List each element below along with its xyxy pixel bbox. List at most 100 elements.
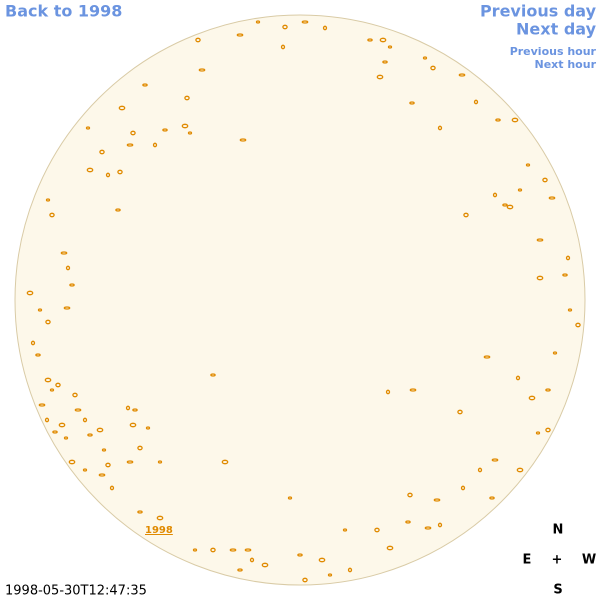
contours [26, 20, 581, 583]
contour [492, 192, 498, 198]
contour [437, 522, 443, 528]
next-day-link[interactable]: Next day [516, 20, 597, 39]
contour [282, 24, 288, 30]
contour [516, 467, 524, 473]
contour [255, 20, 261, 24]
contour [99, 149, 105, 155]
previous-hour-link[interactable]: Previous hour [510, 45, 597, 58]
contour [424, 526, 432, 530]
contour [327, 573, 333, 577]
contour [506, 204, 514, 210]
contour [156, 515, 164, 521]
contour [536, 238, 544, 242]
contour [30, 340, 36, 346]
contour [342, 528, 348, 532]
contour [489, 496, 495, 500]
contour [195, 37, 201, 43]
contour [409, 101, 415, 105]
contour [137, 510, 143, 514]
contour [85, 126, 91, 130]
contour [386, 545, 394, 551]
contour [407, 492, 413, 498]
contour [301, 20, 309, 24]
contour [101, 448, 107, 452]
contour [115, 208, 121, 212]
contour [129, 422, 137, 428]
contour [137, 445, 143, 451]
contour [405, 520, 411, 524]
compass-east: E [523, 553, 532, 568]
contour [536, 275, 544, 281]
contour [118, 105, 126, 111]
contour [491, 458, 499, 462]
contour [382, 60, 388, 64]
contour [422, 56, 428, 60]
contour [125, 405, 131, 411]
contour [460, 485, 466, 491]
contour [105, 462, 111, 468]
contour [181, 123, 189, 129]
contour [187, 131, 193, 135]
contour [45, 198, 51, 202]
previous-day-link[interactable]: Previous day [480, 2, 597, 21]
contour [535, 431, 541, 435]
back-link[interactable]: Back to 1998 [5, 2, 122, 21]
contour [542, 177, 548, 183]
contour [297, 553, 303, 557]
contour [515, 375, 521, 381]
year-link[interactable]: 1998 [145, 525, 173, 536]
contour [69, 283, 75, 287]
contour [249, 557, 255, 563]
contour [65, 265, 71, 271]
contour [244, 548, 252, 552]
contour [261, 562, 269, 568]
contour [548, 196, 556, 200]
contour [210, 547, 216, 553]
contour [567, 308, 573, 312]
contour [37, 308, 43, 312]
contour [221, 459, 229, 465]
contour [63, 306, 71, 310]
contour [374, 527, 380, 533]
contour [385, 389, 391, 395]
contour [495, 118, 501, 122]
contour [38, 403, 46, 407]
contour [322, 25, 328, 31]
contour [142, 83, 148, 87]
compass-south: S [553, 583, 562, 598]
timestamp: 1998-05-30T12:47:35 [5, 584, 147, 599]
contour [130, 130, 136, 136]
contour [302, 577, 308, 583]
contour [318, 557, 326, 563]
contour [44, 417, 50, 423]
contour [502, 203, 508, 207]
contour [229, 548, 237, 552]
contour [96, 427, 104, 433]
next-hour-link[interactable]: Next hour [535, 58, 597, 71]
contour [82, 468, 88, 472]
contour [525, 163, 531, 167]
contour [58, 422, 66, 428]
contour [517, 188, 523, 192]
contour [126, 143, 134, 147]
compass-north: N [553, 523, 564, 538]
contour [457, 409, 463, 415]
contour [26, 290, 34, 296]
contour [63, 436, 69, 440]
compass-center: + [552, 553, 563, 568]
contour [117, 169, 123, 175]
contour [98, 473, 106, 477]
contour [87, 433, 93, 437]
contour [126, 460, 134, 464]
contour [483, 355, 491, 359]
contour [132, 408, 138, 412]
contour [387, 45, 393, 49]
contour [239, 138, 247, 142]
contour [162, 128, 168, 132]
contour [72, 392, 78, 398]
contour [473, 99, 479, 105]
contour [192, 548, 198, 552]
contour [184, 95, 190, 101]
